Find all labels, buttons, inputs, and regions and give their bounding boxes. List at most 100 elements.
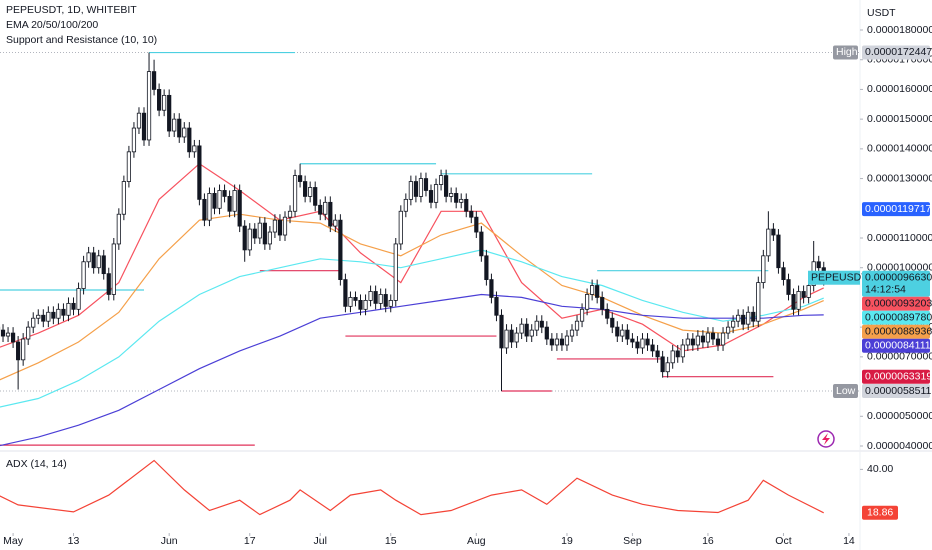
candle-body [323,201,328,215]
price-marker-label: 0.0000119717 [865,203,932,215]
x-tick-label: Sep [623,535,642,547]
adx-value-label: 18.86 [867,507,893,519]
candle-body [287,210,293,218]
candle-body [91,252,96,269]
candle-body [237,190,242,227]
candle-body [167,94,172,132]
candle-body [96,255,101,269]
candle-body [499,314,504,349]
candle-body [806,285,811,298]
candle-body [615,326,620,337]
candle-body [162,94,167,111]
candle-body [378,294,383,304]
candle-body [670,350,675,364]
candle-body [71,302,76,310]
candle-body [106,273,111,295]
candle-body [554,338,559,346]
candle-body [333,219,338,227]
candle-body [544,326,549,340]
candle-body [277,219,283,236]
ema-line [0,162,824,352]
candle-body [408,181,413,200]
candle-body [136,112,142,129]
y-tick-label: 0.0000180000 [867,24,932,36]
candle-body [5,332,11,337]
candle-body [539,320,544,328]
candle-body [413,181,419,197]
ema-line [0,249,824,408]
candle-body [433,184,439,203]
candle-body [66,302,71,316]
candle-body [252,228,257,239]
y-tick-label: 0.0000070000 [867,351,932,363]
candle-body [690,338,695,346]
candle-body [720,332,726,346]
candle-body [519,323,524,334]
candle-body [801,291,806,298]
ema-value-box [862,310,930,325]
adx-line [0,459,824,516]
candle-body [242,225,247,251]
candle-body [282,216,288,236]
candle-body [459,198,464,203]
candle-body [121,181,126,215]
candle-body [182,127,187,138]
candle-body [751,311,756,322]
alert-bolt [822,433,830,445]
candle-body [141,112,147,141]
candle-body [187,127,192,153]
candle-body [131,127,137,153]
candle-body [31,317,36,328]
candle-body [660,356,665,373]
candle-body [705,332,711,343]
candle-body [549,338,554,346]
candle-body [816,261,821,269]
candle-body [655,350,660,358]
candle-body [715,338,721,346]
candle-body [318,204,323,215]
candle-body [403,198,408,212]
x-tick-label: Aug [467,535,486,547]
x-tick-label: 14 [843,535,855,547]
candle-body [36,314,41,319]
candle-body [46,311,51,322]
alert-icon[interactable] [817,430,835,448]
x-tick-label: Jul [314,535,327,547]
candle-body [41,314,46,322]
candle-body [116,213,121,245]
candle-body [504,329,509,349]
candle-body [650,344,655,352]
candle-body [761,255,766,283]
low-value-label: 0.0000058511 [865,385,932,397]
last-price-label: 0.0000096630 [865,272,932,284]
candle-body [202,198,207,221]
candle-body [303,181,308,197]
candle-body [786,279,791,295]
low-value-box [862,383,930,398]
candle-body [267,231,272,245]
candle-body [685,338,690,346]
candle-body [217,190,222,209]
y-tick-label: 0.0000130000 [867,172,932,184]
high-name-box [833,45,858,60]
candle-body [746,311,751,325]
x-tick-label: 16 [702,535,714,547]
candle-body [81,261,86,289]
candle-body [61,308,66,316]
candle-body [584,294,590,310]
candle-body [736,314,741,322]
y-tick-label: 0.0000160000 [867,83,932,95]
candle-body [766,228,771,257]
candle-body [796,291,801,310]
candle-body [529,329,534,337]
candle-body [172,118,177,132]
candle-body [16,341,21,361]
candle-body [308,187,313,197]
candle-body [398,210,403,245]
indicator-legend: Support and Resistance (10, 10) [6,34,157,46]
candle-body [710,332,716,340]
low-name: Low [836,385,856,397]
candle-body [177,118,182,138]
